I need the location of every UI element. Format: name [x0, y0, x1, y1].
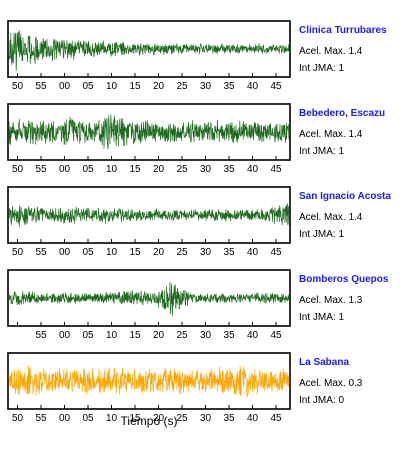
- jma-intensity-label: Int JMA: 1: [299, 312, 344, 323]
- station-name: Bomberos Quepos: [299, 274, 389, 285]
- panel-5: 50 55 00 05 10 15 20 25 30 35 40 45 La Sabana Acel. M…: [7, 352, 363, 424]
- max-acceleration-label: Acel. Max. 0.3: [299, 378, 363, 389]
- x-tick-label: 30: [200, 413, 212, 424]
- x-tick-label: 40: [247, 247, 259, 258]
- x-tick-label: 40: [247, 413, 259, 424]
- jma-intensity-label: Int JMA: 0: [299, 395, 344, 406]
- jma-intensity-label: Int JMA: 1: [299, 146, 344, 157]
- x-tick-label: 55: [35, 413, 47, 424]
- panel-2: 50 55 00 05 10 15 20 25 30 35 40 45 Bebedero, Escazu…: [7, 103, 385, 175]
- x-tick-label: 05: [82, 330, 94, 341]
- x-tick-label: 20: [153, 330, 165, 341]
- x-tick-label: 40: [247, 81, 259, 92]
- x-tick-label: 00: [59, 330, 71, 341]
- station-name: La Sabana: [299, 357, 349, 368]
- jma-intensity-label: Int JMA: 1: [299, 229, 344, 240]
- x-tick-label: 10: [106, 413, 118, 424]
- x-tick-label: 45: [270, 81, 282, 92]
- x-tick-label: 35: [223, 413, 235, 424]
- x-tick-label: 20: [153, 413, 165, 424]
- x-tick-label: 25: [176, 81, 188, 92]
- panel-frame: [7, 186, 291, 244]
- x-tick-label: 45: [270, 247, 282, 258]
- station-name: Bebedero, Escazu: [299, 108, 385, 119]
- x-tick-label: 35: [223, 247, 235, 258]
- x-tick-label: 40: [247, 164, 259, 175]
- x-tick-label: 25: [176, 164, 188, 175]
- x-tick-label: 00: [59, 81, 71, 92]
- x-tick-label: 15: [129, 247, 141, 258]
- x-tick-label: 15: [129, 330, 141, 341]
- panel-4: 55 00 05 10 15 20 25 30 35 40 45 Bomberos Quepos Ace…: [7, 269, 389, 341]
- max-acceleration-label: Acel. Max. 1.4: [299, 129, 363, 140]
- x-tick-label: 25: [176, 247, 188, 258]
- max-acceleration-label: Acel. Max. 1.3: [299, 295, 363, 306]
- x-tick-label: 30: [200, 81, 212, 92]
- x-tick-label: 00: [59, 247, 71, 258]
- panel-1: 50 55 00 05 10 15 20 25 30 35 40 45 Clinica Turrubar…: [7, 20, 387, 92]
- x-tick-label: 55: [35, 164, 47, 175]
- x-tick-label: 15: [129, 81, 141, 92]
- x-tick-label: 05: [82, 81, 94, 92]
- waveform-trace: [8, 365, 290, 398]
- x-tick-label: 30: [200, 164, 212, 175]
- x-axis-title: Tiempo (s): [121, 414, 178, 428]
- x-tick-label: 50: [12, 247, 24, 258]
- max-acceleration-label: Acel. Max. 1.4: [299, 46, 363, 57]
- x-tick-label: 10: [106, 330, 118, 341]
- waveform-trace: [8, 203, 290, 228]
- station-name: Clinica Turrubares: [299, 25, 387, 36]
- x-tick-label: 55: [35, 330, 47, 341]
- station-name: San Ignacio Acosta: [299, 191, 391, 202]
- x-tick-label: 50: [12, 164, 24, 175]
- waveform-trace: [8, 281, 290, 317]
- x-tick-label: 45: [270, 164, 282, 175]
- x-tick-label: 50: [12, 413, 24, 424]
- x-tick-label: 25: [176, 330, 188, 341]
- x-tick-label: 35: [223, 330, 235, 341]
- x-tick-label: 35: [223, 81, 235, 92]
- x-tick-label: 00: [59, 164, 71, 175]
- x-tick-label: 00: [59, 413, 71, 424]
- x-tick-label: 40: [247, 330, 259, 341]
- x-tick-label: 20: [153, 247, 165, 258]
- x-tick-label: 20: [153, 81, 165, 92]
- waveform-trace: [8, 114, 290, 150]
- panel-frame: [7, 269, 291, 327]
- x-tick-label: 15: [129, 413, 141, 424]
- x-tick-label: 15: [129, 164, 141, 175]
- x-tick-label: 20: [153, 164, 165, 175]
- panel-frame: [7, 352, 291, 410]
- x-tick-label: 05: [82, 413, 94, 424]
- x-tick-label: 25: [176, 413, 188, 424]
- x-tick-label: 50: [12, 81, 24, 92]
- panel-3: 50 55 00 05 10 15 20 25 30 35 40 45 San Ignacio Acos…: [7, 186, 391, 258]
- x-tick-label: 45: [270, 330, 282, 341]
- x-tick-label: 30: [200, 330, 212, 341]
- x-tick-label: 55: [35, 247, 47, 258]
- panel-frame: [7, 20, 291, 78]
- x-tick-label: 10: [106, 247, 118, 258]
- x-tick-label: 10: [106, 164, 118, 175]
- waveform-trace: [8, 30, 290, 71]
- x-tick-label: 05: [82, 247, 94, 258]
- x-tick-label: 45: [270, 413, 282, 424]
- x-tick-label: 55: [35, 81, 47, 92]
- panel-frame: [7, 103, 291, 161]
- x-tick-label: 35: [223, 164, 235, 175]
- x-tick-label: 30: [200, 247, 212, 258]
- x-tick-label: 10: [106, 81, 118, 92]
- max-acceleration-label: Acel. Max. 1.4: [299, 212, 363, 223]
- x-tick-label: 05: [82, 164, 94, 175]
- jma-intensity-label: Int JMA: 1: [299, 63, 344, 74]
